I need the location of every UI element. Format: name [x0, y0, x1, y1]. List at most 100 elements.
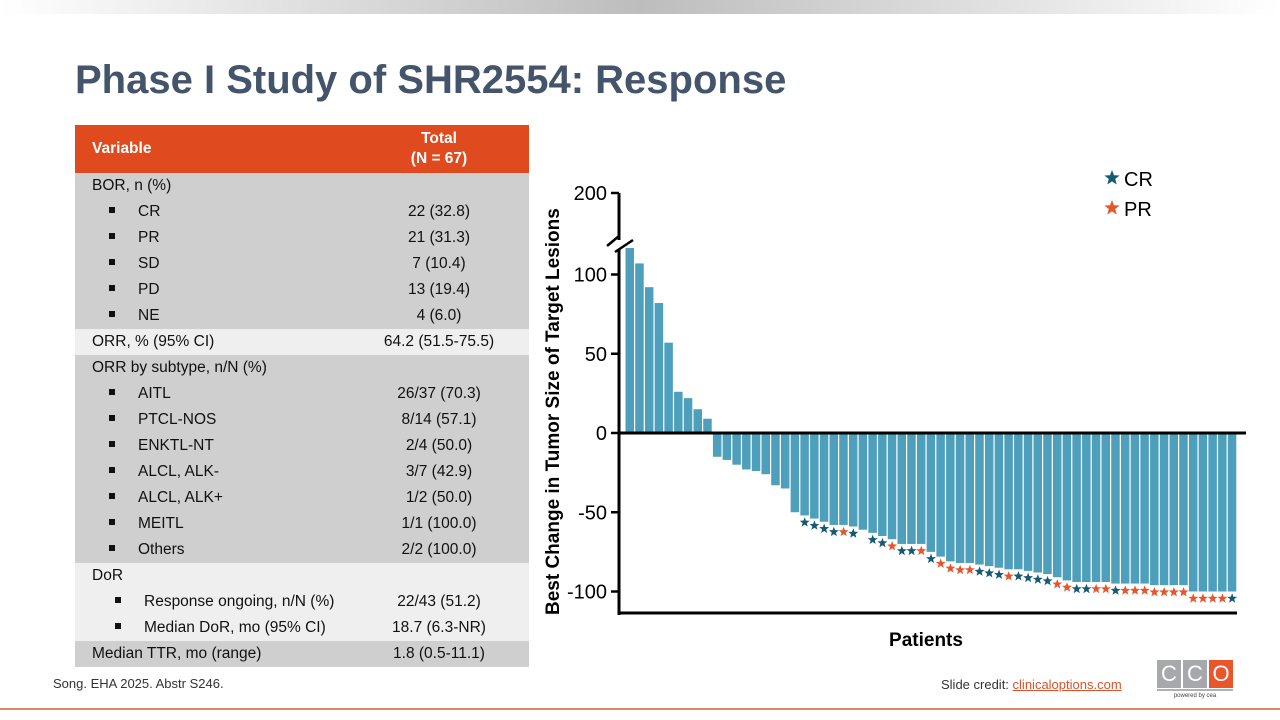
- table-row: Median DoR, mo (95% CI) 18.7 (6.3-NR): [75, 615, 529, 641]
- row-value: 21 (31.3): [349, 225, 529, 251]
- bullet-icon: [109, 232, 115, 239]
- star-marker-pr: [1159, 586, 1170, 597]
- row-label: ORR, % (95% CI): [75, 329, 349, 355]
- row-value: 13 (19.4): [349, 277, 529, 303]
- pr-legend-star-icon: [1104, 200, 1120, 215]
- row-value: 2/4 (50.0): [349, 433, 529, 459]
- bar: [1082, 433, 1091, 582]
- bar: [839, 433, 848, 525]
- x-axis-label: Patients: [889, 630, 963, 651]
- bar: [1188, 433, 1198, 592]
- y-tick-label: 0: [596, 423, 607, 445]
- bar: [955, 433, 965, 563]
- logo-letter-o: O: [1209, 660, 1233, 688]
- bar: [722, 433, 732, 460]
- table-row: CR 22 (32.8): [75, 199, 529, 225]
- bar: [644, 287, 654, 433]
- bullet-icon: [115, 622, 121, 629]
- bar: [732, 433, 741, 465]
- bullet-icon: [109, 544, 115, 551]
- row-value: 22 (32.8): [349, 199, 529, 225]
- bullet-icon: [109, 440, 115, 447]
- legend: CR PR: [1104, 169, 1153, 221]
- bar: [703, 418, 712, 433]
- logo-letter-c2: C: [1183, 660, 1207, 688]
- row-label: AITL: [75, 381, 349, 407]
- table-row: MEITL 1/1 (100.0): [75, 511, 529, 537]
- star-marker-cr: [867, 534, 878, 545]
- row-label: ALCL, ALK+: [75, 485, 349, 511]
- table-row: AITL 26/37 (70.3): [75, 381, 529, 407]
- bar: [994, 433, 1004, 568]
- star-marker-cr: [974, 566, 985, 576]
- bar: [1227, 433, 1237, 592]
- star-marker-cr: [848, 528, 859, 538]
- bullet-icon: [109, 466, 115, 473]
- star-marker-pr: [887, 541, 898, 551]
- star-marker-pr: [1120, 585, 1131, 595]
- bar: [1101, 433, 1111, 582]
- axes-group: 200 100 50 0 -50 -100: [567, 183, 1246, 615]
- bar: [965, 433, 975, 563]
- row-label: Median TTR, mo (range): [75, 641, 349, 667]
- bar: [878, 433, 887, 537]
- row-label: PTCL-NOS: [75, 407, 349, 433]
- table-row: PD 13 (19.4): [75, 277, 529, 303]
- y-tick-label: -100: [567, 582, 607, 604]
- row-label-text: Median DoR, mo (95% CI): [144, 619, 326, 636]
- bar: [1111, 433, 1120, 584]
- star-marker-cr: [1110, 585, 1121, 595]
- row-label: Median DoR, mo (95% CI): [75, 615, 349, 641]
- bar: [1062, 433, 1072, 581]
- table-row: BOR, n (%): [75, 173, 529, 199]
- bar: [800, 433, 809, 516]
- bar: [848, 433, 858, 527]
- star-marker-cr: [819, 523, 830, 533]
- slide-title: Phase I Study of SHR2554: Response: [75, 58, 787, 102]
- bar: [635, 263, 644, 433]
- star-marker-pr: [1052, 579, 1063, 589]
- table-body: BOR, n (%) CR 22 (32.8) PR 21 (31.3) SD 7 (10.…: [75, 173, 529, 667]
- row-label-text: Response ongoing, n/N (%): [144, 593, 335, 610]
- star-marker-pr: [1100, 583, 1111, 594]
- star-marker-pr: [1130, 585, 1140, 595]
- table-row: PTCL-NOS 8/14 (57.1): [75, 407, 529, 433]
- star-marker-pr: [1149, 586, 1160, 597]
- header-total-line2: (N = 67): [410, 150, 468, 167]
- y-tick-label: -50: [578, 502, 607, 524]
- bar: [693, 409, 703, 433]
- row-label: Others: [75, 537, 349, 563]
- star-marker-cr: [828, 526, 839, 537]
- row-label: BOR, n (%): [75, 173, 349, 199]
- row-label: CR: [75, 199, 349, 225]
- row-label: SD: [75, 251, 349, 277]
- star-marker-cr: [896, 545, 907, 556]
- credit-prefix: Slide credit:: [941, 677, 1013, 692]
- star-marker-pr: [1178, 586, 1189, 597]
- bar: [674, 391, 683, 433]
- row-label-text: AITL: [138, 385, 171, 402]
- bar: [926, 433, 936, 552]
- row-label-text: ORR by subtype, n/N (%): [92, 359, 267, 376]
- row-label-text: PR: [138, 229, 160, 246]
- table-row: PR 21 (31.3): [75, 225, 529, 251]
- star-marker-cr: [1013, 571, 1024, 581]
- star-marker-cr: [809, 520, 820, 530]
- star-marker-cr: [1032, 574, 1043, 584]
- credit-link[interactable]: clinicaloptions.com: [1012, 677, 1122, 692]
- bar: [1023, 433, 1033, 571]
- table-row: DoR: [75, 563, 529, 589]
- row-label-text: ORR, % (95% CI): [92, 333, 215, 350]
- bar: [1169, 433, 1179, 586]
- bar: [780, 433, 790, 489]
- star-marker-pr: [1062, 582, 1072, 592]
- star-marker-pr: [1003, 571, 1014, 581]
- header-variable: Variable: [75, 125, 349, 173]
- axis-break-mark: [606, 235, 620, 247]
- bullet-icon: [109, 492, 115, 499]
- star-marker-cr: [1023, 572, 1034, 583]
- row-value: 3/7 (42.9): [349, 459, 529, 485]
- bar: [1198, 433, 1208, 592]
- row-label-text: ALCL, ALK+: [138, 489, 223, 506]
- row-label-text: NE: [138, 307, 160, 324]
